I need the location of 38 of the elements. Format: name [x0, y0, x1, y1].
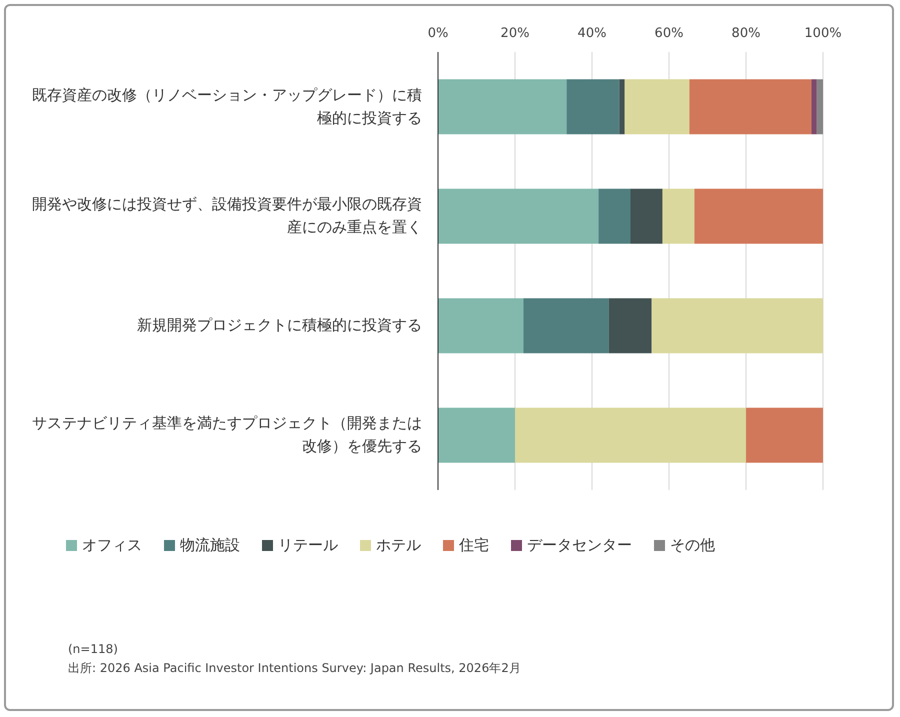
bar: [816, 79, 823, 134]
x-tick-label: 40%: [578, 26, 606, 41]
text: 出所: 2026 Asia Pacific Investor Intentions Survey: Japan Results, 2026年2月: [68, 660, 521, 677]
bar: [624, 79, 690, 134]
legend-label: 物流施設: [180, 536, 240, 555]
legend-label: その他: [670, 536, 715, 555]
x-tick-label: 100%: [804, 26, 842, 41]
x-tick-label: 60%: [654, 26, 684, 41]
y-tick-label: 開発や改修には投資せず、設備投資要件が最小限の既存資産にのみ重点を置く: [31, 194, 422, 238]
bar: [694, 188, 823, 244]
bar: [515, 408, 746, 463]
y-tick-label: サステナビリティ基準を満たすプロジェクト（開発または改修）を優先する: [31, 413, 422, 458]
bar: [608, 298, 652, 354]
bar: [662, 188, 694, 244]
bar: [438, 188, 599, 244]
bar: [438, 79, 567, 134]
bar: [619, 79, 625, 134]
bar: [598, 188, 630, 244]
x-tick-label: 20%: [500, 26, 530, 41]
legend-label: ホテル: [376, 536, 421, 555]
y-tick-label: 既存資産の改修（リノベーション・アップグレード）に積極的に投資する: [31, 84, 422, 129]
legend-label: リテール: [278, 536, 338, 555]
bar: [652, 298, 823, 354]
text: (n=118): [68, 642, 118, 656]
legend-label: オフィス: [82, 536, 142, 555]
bar: [438, 298, 524, 354]
bar: [630, 188, 662, 244]
legend-label: データセンター: [527, 536, 632, 555]
bar: [811, 79, 817, 134]
bar: [746, 408, 823, 463]
bar: [438, 408, 515, 463]
y-tick-label: 新規開発プロジェクトに積極的に投資する: [136, 315, 422, 336]
legend-label: 住宅: [459, 536, 489, 555]
x-tick-label: 80%: [732, 26, 760, 41]
bar: [566, 79, 620, 134]
bar: [689, 79, 812, 134]
x-tick-label: 0%: [428, 26, 448, 41]
bar: [523, 298, 609, 354]
